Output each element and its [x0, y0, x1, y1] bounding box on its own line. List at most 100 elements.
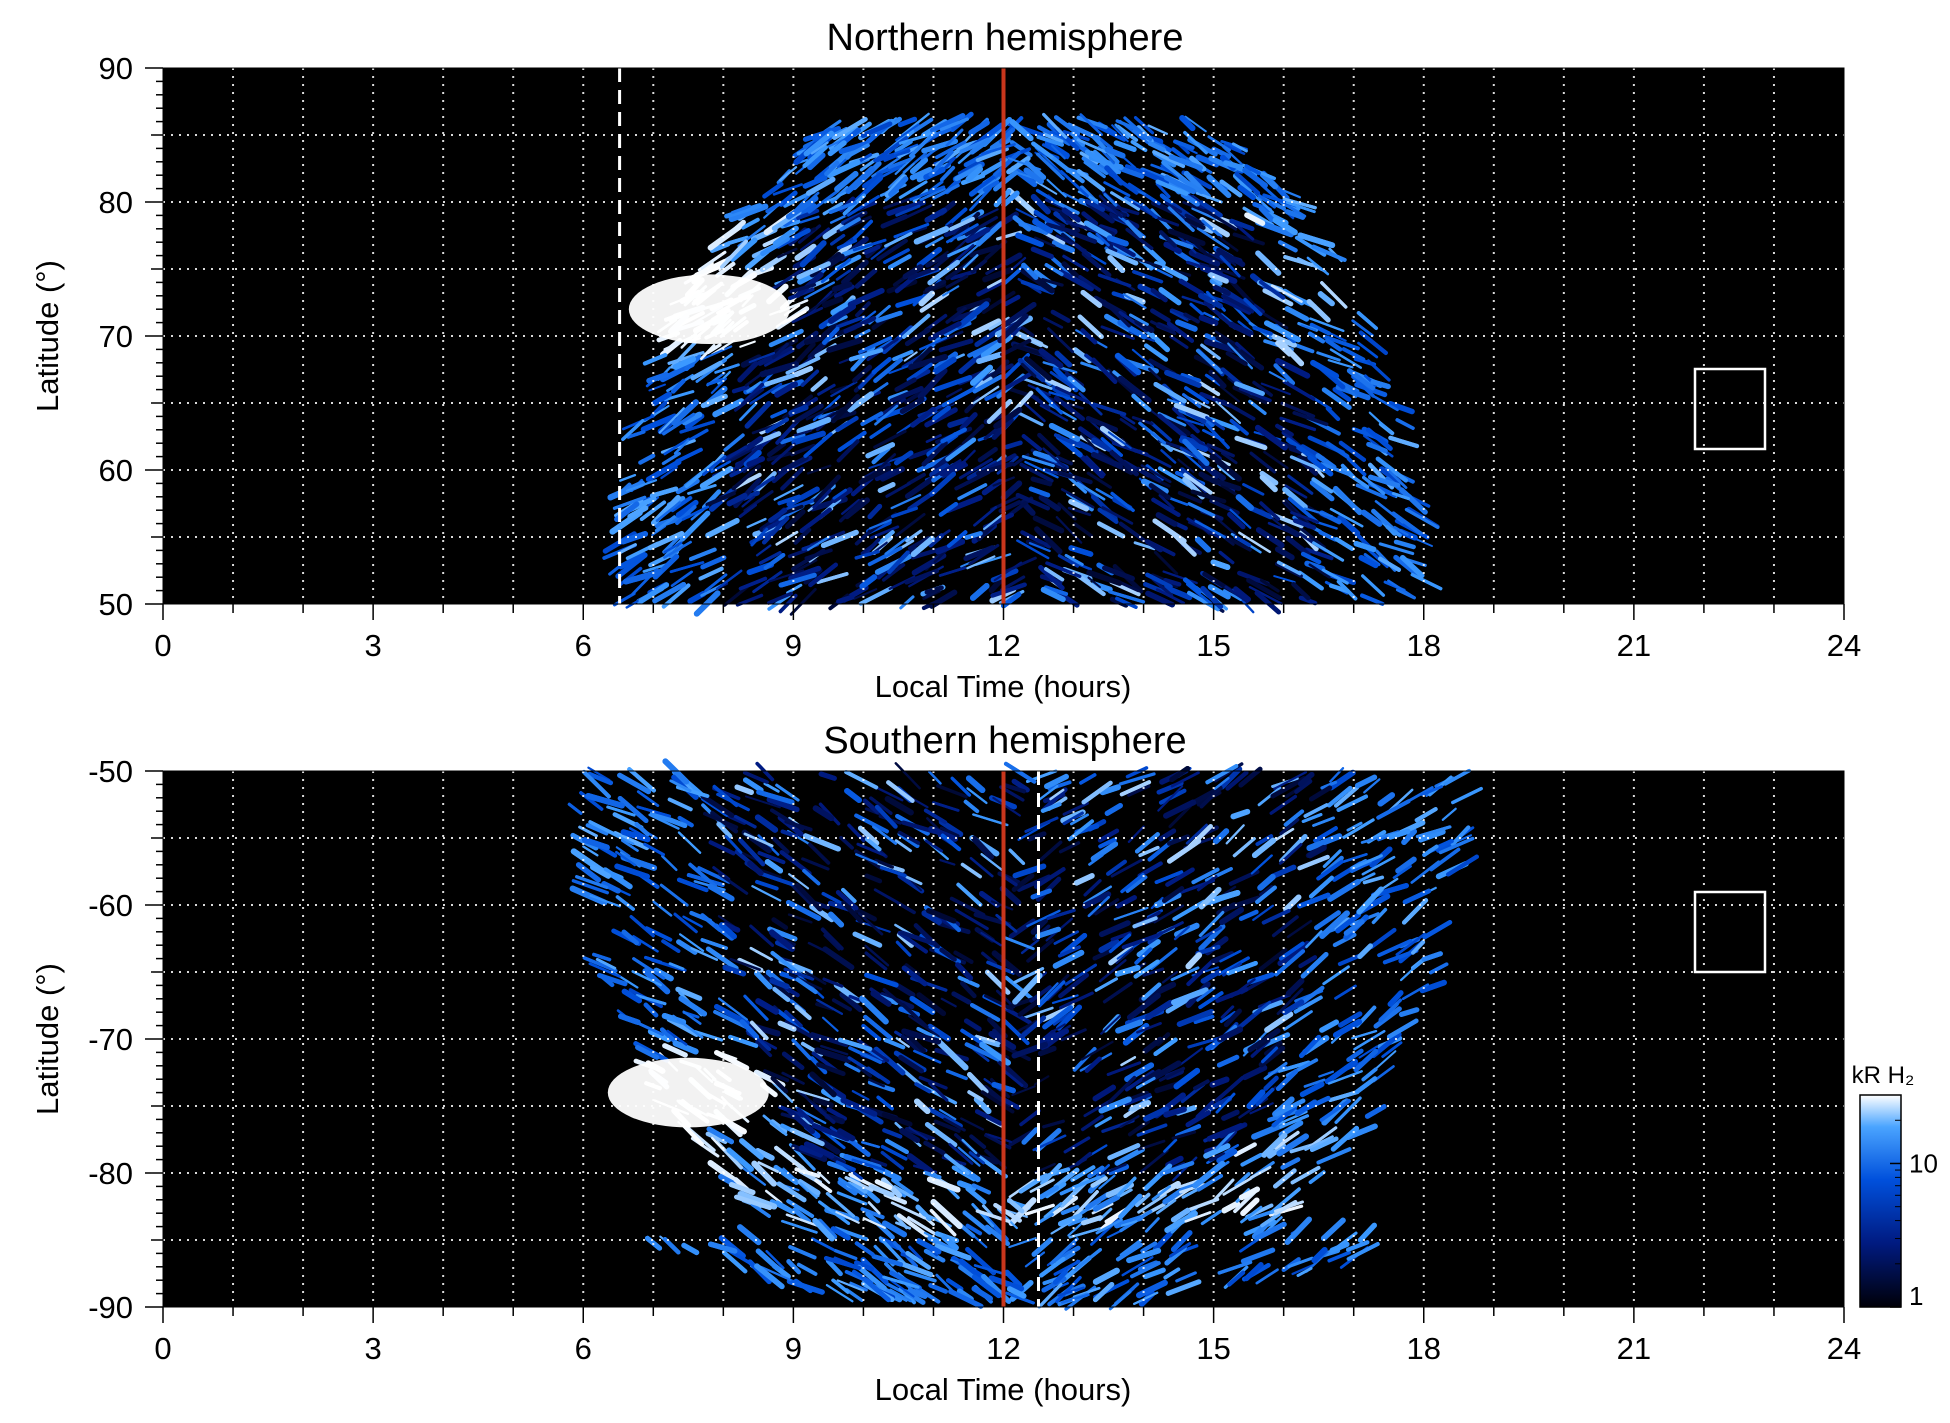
- north-emission-streak: [1194, 519, 1226, 539]
- north-emission-streak: [990, 582, 1027, 598]
- south-emission-streak: [1027, 831, 1047, 842]
- south-emission-streak: [999, 1043, 1031, 1062]
- south-emission-streak: [1401, 828, 1417, 846]
- north-emission-streak: [887, 162, 915, 189]
- north-emission-streak: [831, 281, 853, 293]
- north-emission-streak: [638, 453, 656, 465]
- north-emission-streak: [684, 354, 702, 372]
- north-emission-streak: [1067, 375, 1086, 393]
- north-emission-streak: [1038, 348, 1064, 369]
- north-emission-streak: [694, 259, 727, 277]
- south-emission-streak: [1258, 1045, 1286, 1068]
- north-emission-streak: [767, 591, 793, 605]
- south-emission-streak: [967, 1090, 984, 1102]
- south-emission-streak: [1171, 1130, 1197, 1140]
- north-emission-streak: [946, 388, 963, 398]
- south-emission-streak: [1002, 783, 1027, 794]
- south-emission-streak: [1135, 1192, 1151, 1208]
- south-emission-streak: [786, 1199, 815, 1218]
- north-emission-streak: [1024, 356, 1053, 381]
- north-emission-streak: [1002, 353, 1030, 380]
- north-emission-streak: [1163, 585, 1193, 601]
- north-emission-streak: [675, 499, 699, 518]
- south-emission-streak: [826, 1107, 848, 1121]
- north-emission-streak: [746, 456, 765, 468]
- south-emission-streak: [867, 1201, 881, 1215]
- north-emission-streak: [1399, 487, 1428, 515]
- north-emission-streak: [1203, 300, 1234, 328]
- north-emission-streak: [1282, 197, 1317, 210]
- south-emission-streak: [1377, 939, 1413, 958]
- north-emission-streak: [1306, 256, 1330, 276]
- north-emission-streak: [971, 318, 1002, 336]
- north-emission-streak: [841, 259, 869, 286]
- south-emission-streak: [1017, 1000, 1039, 1017]
- north-emission-streak: [1036, 125, 1072, 146]
- north-emission-streak: [737, 361, 759, 383]
- south-emission-streak: [807, 941, 826, 952]
- north-emission-streak: [1004, 440, 1023, 450]
- north-emission-streak: [1270, 284, 1303, 303]
- south-emission-streak: [644, 926, 673, 942]
- north-emission-streak: [1087, 232, 1105, 245]
- south-emission-streak: [1199, 788, 1220, 809]
- north-emission-streak: [894, 450, 914, 466]
- north-emission-streak: [930, 113, 966, 133]
- south-emission-streak: [928, 770, 942, 785]
- north-emission-streak: [1065, 220, 1098, 233]
- south-emission-streak: [1335, 912, 1362, 934]
- north-emission-streak: [977, 177, 996, 194]
- north-emission-streak: [700, 344, 716, 361]
- south-emission-streak: [1320, 780, 1338, 790]
- north-emission-streak: [1100, 325, 1135, 340]
- south-emission-streak: [1080, 1040, 1114, 1061]
- north-emission-streak: [1054, 386, 1090, 404]
- south-emission-streak: [1070, 1165, 1096, 1182]
- north-emission-streak: [884, 535, 910, 556]
- south-emission-streak: [1215, 1092, 1236, 1114]
- south-emission-streak: [567, 802, 583, 815]
- north-emission-streak: [781, 498, 816, 513]
- north-emission-streak: [1206, 174, 1232, 199]
- south-emission-streak: [1179, 1183, 1206, 1194]
- south-emission-streak: [1196, 1174, 1223, 1192]
- north-emission-streak: [947, 416, 970, 428]
- north-emission-streak: [1186, 517, 1221, 539]
- north-emission-streak: [1299, 526, 1326, 549]
- north-emission-streak: [1178, 176, 1204, 195]
- south-emission-streak: [677, 815, 694, 828]
- north-y-tick-label: 90: [99, 51, 133, 86]
- south-emission-streak: [1279, 1114, 1310, 1129]
- north-emission-streak: [766, 441, 787, 458]
- north-emission-streak: [764, 372, 799, 387]
- north-emission-streak: [945, 207, 968, 228]
- north-emission-streak: [1217, 235, 1239, 252]
- north-emission-streak: [807, 189, 840, 214]
- north-emission-streak: [1140, 203, 1158, 219]
- north-emission-streak: [1084, 199, 1106, 212]
- south-emission-streak: [860, 1207, 885, 1220]
- south-emission-streak: [1126, 1247, 1162, 1264]
- south-emission-streak: [1438, 836, 1475, 855]
- north-emission-streak: [762, 182, 784, 199]
- south-emission-streak: [757, 851, 786, 865]
- south-emission-streak: [1387, 990, 1404, 1007]
- north-emission-streak: [985, 258, 1012, 275]
- north-emission-streak: [1316, 351, 1341, 362]
- south-emission-streak: [681, 1122, 704, 1147]
- south-emission-streak: [1092, 1267, 1120, 1285]
- south-emission-streak: [693, 1029, 724, 1042]
- north-emission-streak: [1209, 453, 1242, 482]
- north-title: Northern hemisphere: [827, 17, 1184, 59]
- north-emission-streak: [669, 561, 705, 574]
- north-emission-streak: [1356, 311, 1378, 331]
- north-emission-streak: [1066, 122, 1101, 141]
- north-emission-streak: [932, 183, 960, 200]
- north-emission-streak: [759, 361, 799, 378]
- north-emission-streak: [873, 429, 907, 449]
- north-emission-streak: [1287, 496, 1319, 524]
- south-emission-streak: [1058, 841, 1081, 854]
- north-emission-streak: [886, 205, 906, 217]
- south-emission-streak: [1345, 1123, 1378, 1140]
- north-emission-streak: [933, 351, 958, 370]
